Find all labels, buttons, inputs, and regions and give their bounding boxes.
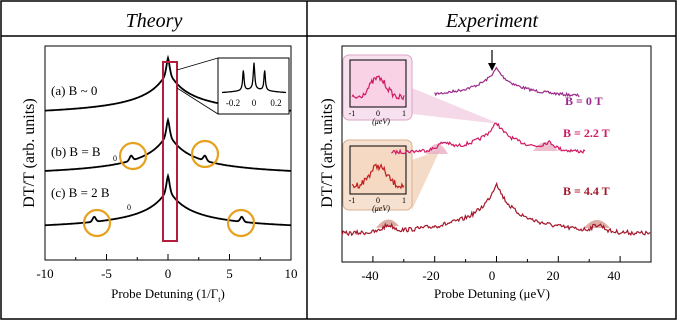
experiment-inset-2-curve bbox=[351, 163, 405, 190]
experiment-inset-2-unit: (μeV) bbox=[372, 204, 390, 213]
theory-xtick: -5 bbox=[101, 266, 112, 281]
experiment-label-b0: B = 0 T bbox=[565, 94, 603, 108]
zoom-line-top bbox=[176, 57, 219, 71]
experiment-inset-1-frame bbox=[349, 59, 407, 108]
experiment-panel: -1 0 1 (μeV) -1 0 1 (μeV) B = 0 T B = 2.… bbox=[319, 45, 652, 301]
theory-inset-curve bbox=[222, 62, 286, 94]
inset-2-wedge bbox=[412, 150, 440, 210]
experiment-xlabel: Probe Detuning (μeV) bbox=[434, 286, 550, 301]
theory-xtick: -10 bbox=[36, 266, 53, 281]
experiment-ylabel: DT/T (arb. units) bbox=[319, 98, 336, 207]
theory-label-c: (c) B = 2 B bbox=[51, 185, 110, 200]
sideband-circle-b-right bbox=[190, 139, 220, 169]
experiment-inset-2-tick: -1 bbox=[349, 196, 356, 205]
theory-label-b-sub: 0 bbox=[113, 154, 117, 163]
experiment-label-b44: B = 4.4 T bbox=[563, 184, 610, 198]
theory-label-b: (b) B = B bbox=[51, 144, 101, 159]
sideband-circle-b-left bbox=[118, 141, 148, 171]
experiment-curve-b22 bbox=[391, 122, 586, 156]
theory-xtick: 5 bbox=[226, 266, 233, 281]
theory-label-a: (a) B ~ 0 bbox=[51, 83, 97, 98]
experiment-xtick: 0 bbox=[489, 268, 496, 283]
theory-panel: -0.2 0 0.2 (a) B ~ 0 (b) B = B 0 (c) B =… bbox=[21, 45, 298, 304]
theory-inset-tick: 0 bbox=[252, 98, 257, 108]
experiment-xtick: -20 bbox=[422, 268, 439, 283]
theory-header: Theory bbox=[126, 10, 183, 32]
theory-ylabel: DT/T (arb. units) bbox=[21, 98, 38, 207]
experiment-inset-1-unit: (μeV) bbox=[372, 117, 390, 126]
experiment-inset-1-curve bbox=[351, 75, 405, 101]
theory-inset-tick: -0.2 bbox=[226, 98, 240, 108]
zoom-line-bottom bbox=[176, 87, 219, 115]
experiment-inset-1-tick: 0 bbox=[376, 109, 380, 118]
peak-arrow-head bbox=[488, 63, 496, 71]
theory-curve-c bbox=[45, 172, 291, 227]
sideband-circle-c-right bbox=[226, 208, 256, 238]
sideband-circle-c-left bbox=[82, 208, 112, 238]
experiment-xtick: 40 bbox=[608, 268, 621, 283]
center-highlight-box bbox=[162, 61, 178, 242]
experiment-header: Experiment bbox=[445, 10, 539, 32]
theory-xlabel: Probe Detuning (1/Γt) bbox=[111, 286, 225, 304]
theory-xtick: 0 bbox=[165, 266, 172, 281]
experiment-label-b22: B = 2.2 T bbox=[563, 126, 610, 140]
theory-label-c-sub: 0 bbox=[127, 203, 131, 212]
inset-1-wedge bbox=[412, 88, 500, 124]
sideband-bump-44-left bbox=[376, 219, 399, 228]
experiment-curve-b0 bbox=[434, 66, 580, 98]
experiment-inset-2-tick: 0 bbox=[376, 196, 380, 205]
theory-xtick: 10 bbox=[285, 266, 298, 281]
experiment-curve-b44 bbox=[341, 181, 651, 237]
experiment-inset-1-tick: 1 bbox=[402, 109, 406, 118]
experiment-xtick: -40 bbox=[361, 268, 378, 283]
theory-inset-tick: 0.2 bbox=[270, 98, 281, 108]
experiment-inset-2-tick: 1 bbox=[402, 196, 406, 205]
sideband-bump-22-left bbox=[426, 144, 448, 154]
experiment-inset-1-tick: -1 bbox=[349, 109, 356, 118]
theory-curve-b bbox=[45, 116, 291, 172]
experiment-xtick: 20 bbox=[547, 268, 560, 283]
